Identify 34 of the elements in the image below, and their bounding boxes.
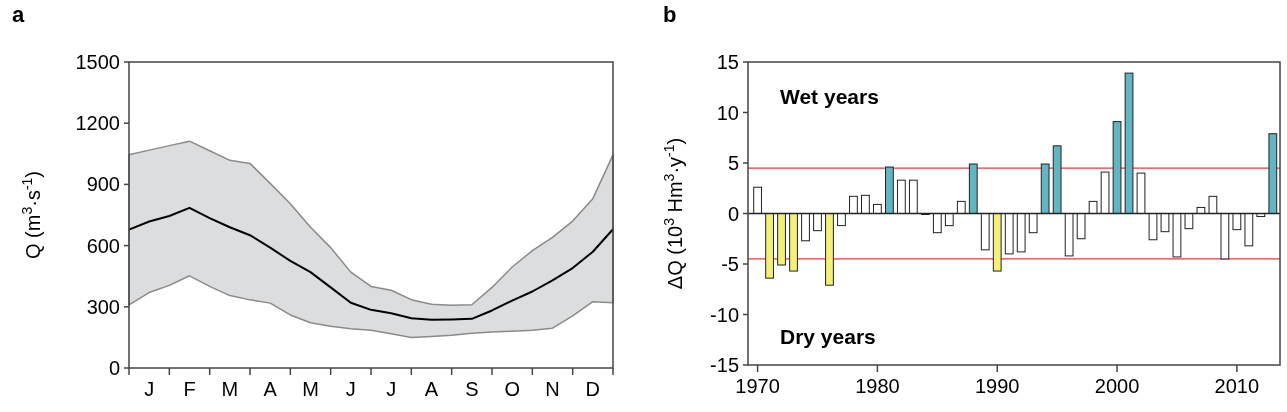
annotation: Dry years — [780, 325, 876, 349]
y-tick-label: -10 — [710, 303, 739, 326]
x-tick-label: 2000 — [1094, 375, 1140, 397]
y-tick-label: 15 — [716, 51, 739, 73]
x-tick-label: J — [144, 378, 155, 400]
x-tick-label: O — [504, 378, 520, 400]
y-tick-label: -5 — [721, 253, 739, 275]
x-tick-label: M — [221, 378, 239, 400]
x-tick-label: 1980 — [855, 375, 900, 397]
y-tick-label: 0 — [727, 202, 739, 225]
chart-title: a — [12, 2, 25, 27]
y-tick-label: 0 — [108, 357, 120, 379]
x-tick-label: 1970 — [735, 375, 780, 397]
x-tick-label: A — [263, 378, 278, 400]
x-tick-label: D — [585, 378, 601, 400]
chart-title: b — [663, 2, 677, 27]
x-tick-label: F — [183, 378, 196, 400]
x-tick-label: J — [386, 378, 397, 400]
x-tick-label: A — [424, 378, 439, 400]
y-tick-label: 1200 — [75, 112, 120, 135]
y-tick-label: -15 — [710, 354, 739, 376]
x-tick-label: J — [345, 378, 356, 400]
x-tick-label: 1990 — [974, 375, 1020, 397]
y-tick-label: 1500 — [75, 51, 120, 73]
y-tick-label: 900 — [86, 173, 120, 196]
y-tick-label: 10 — [716, 101, 739, 124]
y-tick-label: 600 — [86, 234, 120, 257]
y-tick-label: 5 — [727, 152, 739, 174]
x-tick-label: S — [465, 378, 479, 400]
x-tick-label: M — [302, 378, 319, 400]
x-tick-label: N — [545, 378, 560, 400]
annotation: Wet years — [780, 85, 879, 109]
x-tick-label: 2010 — [1214, 375, 1260, 397]
y-tick-label: 300 — [86, 295, 120, 318]
